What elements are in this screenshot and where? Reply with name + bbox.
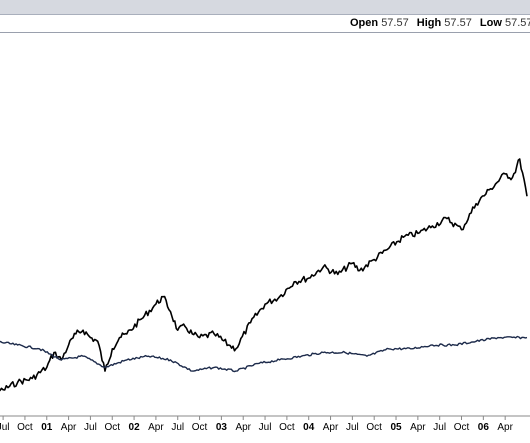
low-value: 57.57 — [504, 17, 530, 29]
x-tick-label: 05 — [390, 422, 402, 433]
x-tick-label: Apr — [235, 422, 251, 433]
x-tick-label: Jul — [84, 422, 97, 433]
x-tick-label: 06 — [478, 422, 490, 433]
x-tick-label: Apr — [61, 422, 77, 433]
x-tick-label: Jul — [259, 422, 272, 433]
high-label: High — [416, 17, 442, 29]
x-tick-label: Oct — [192, 422, 208, 433]
x-tick-label: Jul — [0, 422, 10, 433]
x-tick-label: Apr — [410, 422, 426, 433]
x-tick-label: Oct — [279, 422, 295, 433]
x-tick-label: Apr — [497, 422, 513, 433]
x-tick-label: Oct — [104, 422, 120, 433]
x-tick-label: Jul — [171, 422, 184, 433]
open-label: Open — [350, 17, 379, 29]
high-value: 57.57 — [444, 17, 472, 29]
x-tick-label: Jul — [433, 422, 446, 433]
x-tick-label: Oct — [366, 422, 382, 433]
open-value: 57.57 — [381, 17, 409, 29]
x-tick-label: 02 — [129, 422, 141, 433]
benchmark-series-line — [0, 335, 528, 373]
x-tick-label: 01 — [41, 422, 53, 433]
x-tick-label: Apr — [148, 422, 164, 433]
price-series-line — [0, 158, 528, 392]
quote-readout: Open 57.57 High 57.57 Low 57.57 — [350, 17, 530, 29]
toolbar-band — [0, 0, 530, 15]
x-tick-label: Oct — [454, 422, 470, 433]
low-label: Low — [479, 17, 502, 29]
x-tick-label: Apr — [323, 422, 339, 433]
x-tick-label: 04 — [303, 422, 315, 433]
x-tick-label: 03 — [216, 422, 228, 433]
x-tick-label: Oct — [17, 422, 33, 433]
quote-info-bar — [0, 15, 530, 33]
x-tick-label: Jul — [346, 422, 359, 433]
